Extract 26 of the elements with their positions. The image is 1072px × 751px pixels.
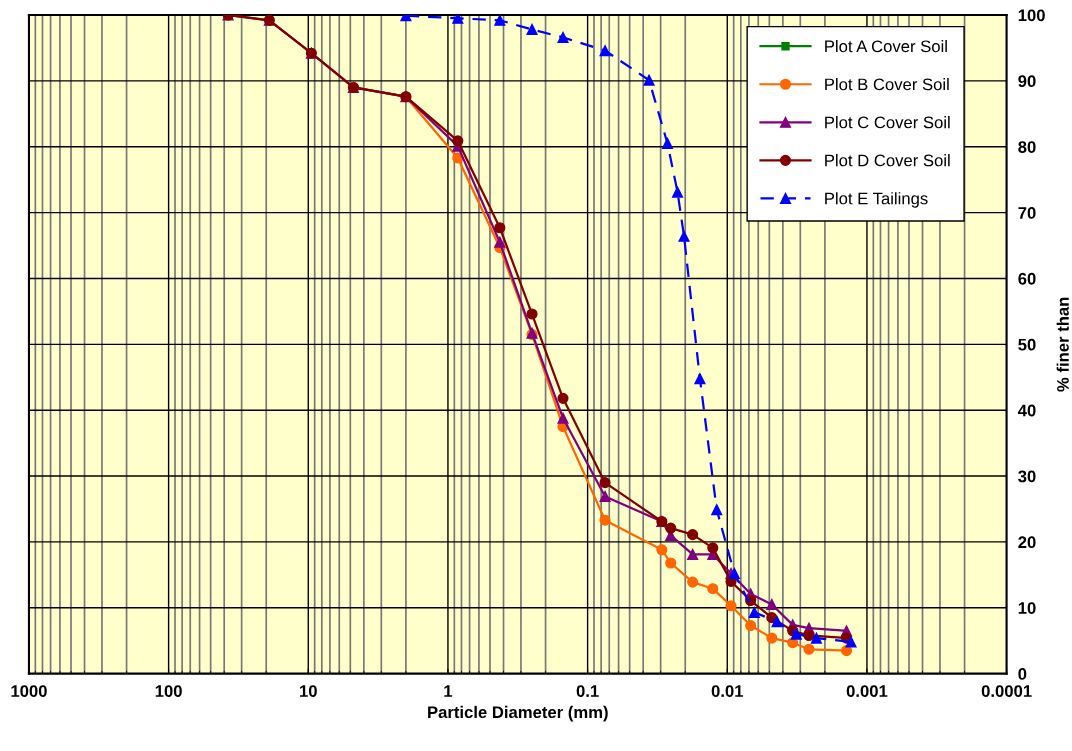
y-tick-label: 80 — [1018, 141, 1036, 153]
x-axis-title: Particle Diameter (mm) — [428, 705, 608, 722]
x-tick-label: 0.1 — [576, 685, 599, 697]
y-axis-title: % finer than — [1056, 297, 1069, 392]
y-tick-label: 30 — [1018, 470, 1036, 483]
y-tick-label: 100 — [1018, 9, 1045, 22]
x-tick-label: 1 — [444, 685, 453, 697]
x-tick-label: 1000 — [11, 685, 47, 697]
x-tick-label: 0.0001 — [981, 685, 1032, 697]
y-tick-label: 0 — [1018, 668, 1027, 680]
y-tick-label: 10 — [1018, 602, 1036, 614]
y-tick-label: 20 — [1018, 536, 1036, 549]
x-tick-label: 0.001 — [846, 685, 888, 697]
legend-label: Plot B Cover Soil — [825, 78, 949, 91]
y-tick-label: 50 — [1018, 338, 1036, 351]
y-tick-label: 40 — [1017, 404, 1036, 417]
y-tick-label: 90 — [1018, 75, 1036, 88]
legend-label: Plot A Cover Soil — [825, 39, 947, 53]
legend-label: Plot C Cover Soil — [825, 116, 950, 129]
x-tick-label: 100 — [155, 685, 182, 697]
x-tick-label: 0.01 — [711, 685, 744, 697]
legend-label: Plot D Cover Soil — [825, 154, 950, 167]
y-tick-label: 70 — [1018, 207, 1036, 219]
x-tick-label: 10 — [300, 685, 317, 697]
y-tick-label: 60 — [1018, 272, 1036, 285]
legend-label: Plot E Tailings — [825, 192, 928, 208]
